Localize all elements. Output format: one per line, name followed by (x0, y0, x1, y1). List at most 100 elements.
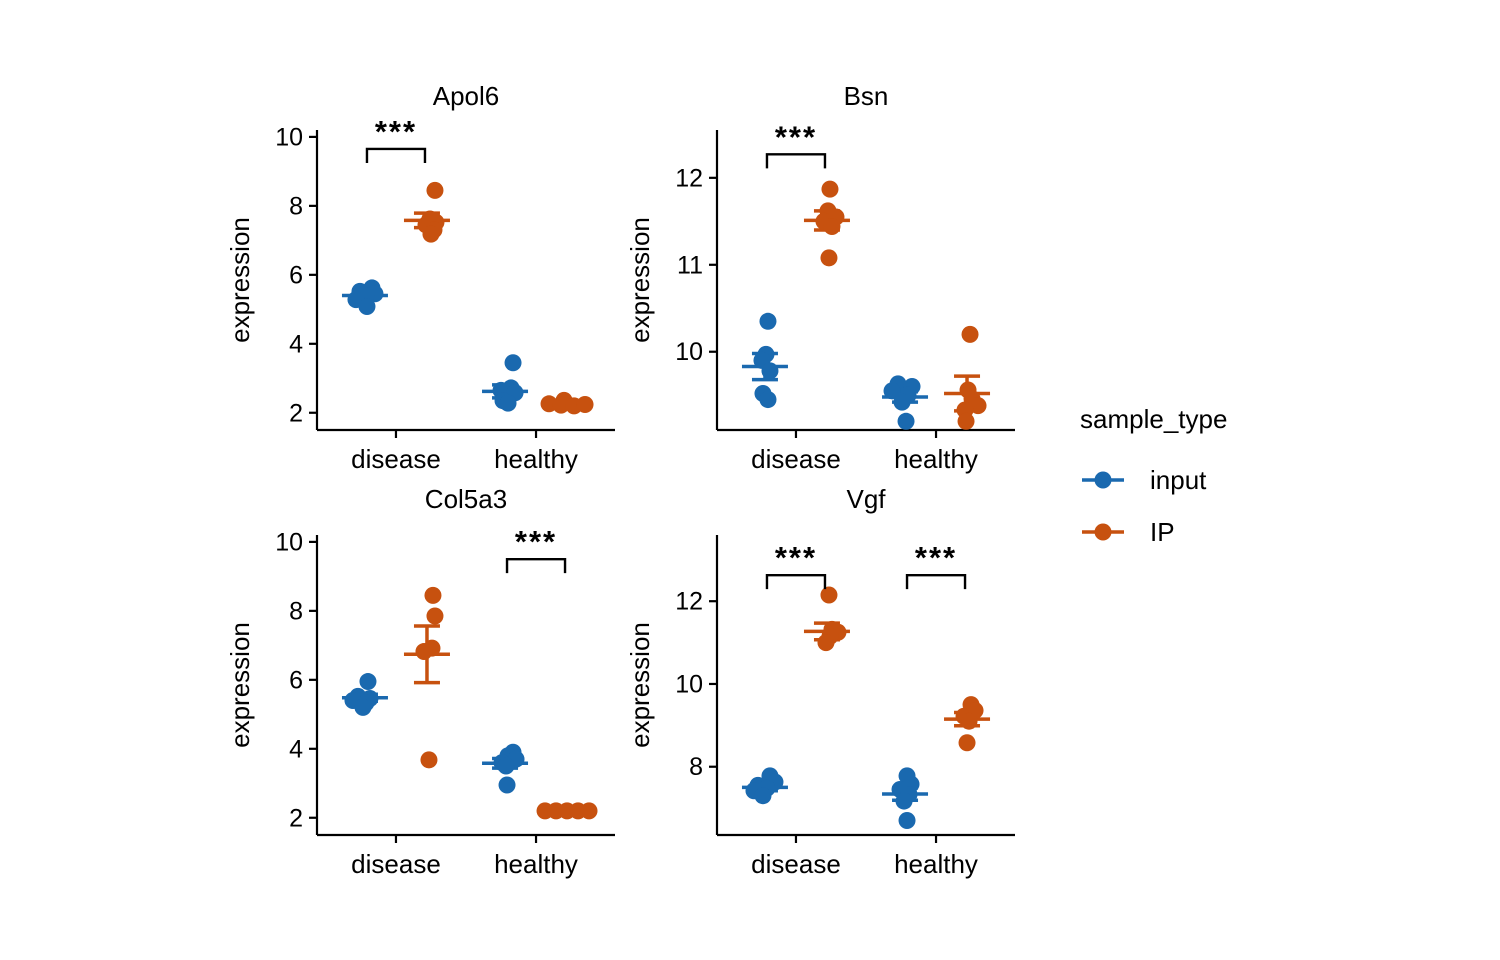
y-tick-label: 12 (675, 164, 703, 192)
data-point (354, 698, 372, 716)
data-point (761, 362, 779, 380)
data-point (820, 249, 838, 267)
data-point (415, 643, 433, 661)
y-axis-title: expression (625, 622, 655, 748)
input-point-errorbar-icon (1082, 471, 1124, 489)
data-point (821, 180, 839, 198)
data-point (576, 395, 594, 413)
x-tick-label: disease (751, 444, 841, 474)
group-healthy-IP (540, 391, 594, 415)
data-point (504, 354, 522, 372)
data-point (898, 812, 916, 830)
y-tick-label: 6 (289, 666, 303, 694)
data-point (759, 312, 777, 330)
group-healthy-input (482, 354, 529, 412)
data-point (883, 382, 901, 400)
y-axis-title: expression (625, 217, 655, 343)
y-tick-label: 10 (275, 123, 303, 151)
y-tick-label: 12 (675, 588, 703, 616)
y-tick-label: 4 (289, 735, 303, 763)
facet-title: Col5a3 (425, 484, 507, 514)
data-point (957, 412, 975, 430)
significance-stars: *** (515, 524, 557, 559)
data-point (424, 586, 442, 604)
group-healthy-IP (536, 802, 598, 820)
y-tick-label: 10 (675, 670, 703, 698)
x-tick-label: healthy (894, 849, 978, 879)
group-disease-input (741, 767, 788, 805)
x-tick-label: disease (751, 849, 841, 879)
data-point (820, 586, 838, 604)
significance-bracket (765, 573, 827, 590)
y-tick-label: 11 (677, 251, 703, 279)
facet-bsn: 10 11 12 disease healthy Bsn expression *** (625, 81, 1015, 474)
data-point (497, 757, 515, 775)
data-point (498, 776, 516, 794)
data-point (359, 673, 377, 691)
group-healthy-IP (944, 325, 991, 430)
significance-stars: *** (915, 540, 957, 575)
facet-apol6: 2 4 6 8 10 disease healthy Apol6 expression *** (225, 81, 615, 474)
facet-col5a3: 2 4 6 8 10 disease healthy Col5a3 expression *** (225, 484, 615, 879)
y-tick-label: 4 (289, 330, 303, 358)
data-point (759, 391, 777, 409)
legend-label-input: input (1150, 464, 1207, 495)
significance-bracket (905, 573, 967, 590)
significance-stars: *** (775, 540, 817, 575)
y-tick-label: 10 (275, 528, 303, 556)
data-point (823, 218, 841, 236)
legend-item-ip: IP (1080, 506, 1227, 558)
data-point (754, 787, 772, 805)
y-tick-label: 10 (675, 338, 703, 366)
y-tick-label: 8 (689, 753, 703, 781)
legend-label-ip: IP (1150, 516, 1175, 547)
data-point (499, 394, 517, 412)
group-healthy-input (882, 767, 929, 830)
facet-title: Vgf (846, 484, 886, 514)
group-disease-IP (803, 180, 850, 267)
data-point (960, 712, 978, 730)
x-tick-label: healthy (894, 444, 978, 474)
y-tick-label: 8 (289, 192, 303, 220)
data-point (420, 751, 438, 769)
facet-title: Apol6 (433, 81, 500, 111)
legend-item-input: input (1080, 454, 1227, 506)
x-tick-label: disease (351, 444, 441, 474)
y-axis-title: expression (225, 622, 255, 748)
data-point (426, 607, 444, 625)
data-point (817, 634, 835, 652)
data-point (422, 225, 440, 243)
significance-bracket (365, 147, 427, 163)
significance-stars: *** (375, 114, 417, 149)
y-tick-label: 2 (289, 399, 303, 427)
data-point (893, 393, 911, 411)
group-disease-IP (803, 586, 850, 652)
group-healthy-input (482, 743, 529, 794)
data-point (969, 397, 987, 415)
group-disease-IP (403, 181, 450, 243)
data-point (552, 396, 570, 414)
facet-title: Bsn (844, 81, 889, 111)
group-disease-input (741, 312, 788, 409)
ip-point-errorbar-icon (1082, 523, 1124, 541)
significance-bracket (765, 153, 827, 169)
data-point (358, 298, 376, 316)
legend-title: sample_type (1080, 404, 1228, 434)
y-tick-label: 2 (289, 804, 303, 832)
group-disease-input (341, 279, 388, 316)
group-healthy-input (882, 375, 929, 430)
x-tick-label: healthy (494, 444, 578, 474)
data-point (426, 181, 444, 199)
group-healthy-IP (944, 696, 991, 752)
data-point (961, 325, 979, 343)
legend: sample_type input IP (1080, 404, 1227, 558)
significance-bracket (505, 557, 567, 574)
y-tick-label: 6 (289, 261, 303, 289)
data-point (895, 792, 913, 810)
group-disease-IP (403, 586, 450, 769)
data-point (958, 734, 976, 752)
y-tick-label: 8 (289, 597, 303, 625)
x-tick-label: disease (351, 849, 441, 879)
